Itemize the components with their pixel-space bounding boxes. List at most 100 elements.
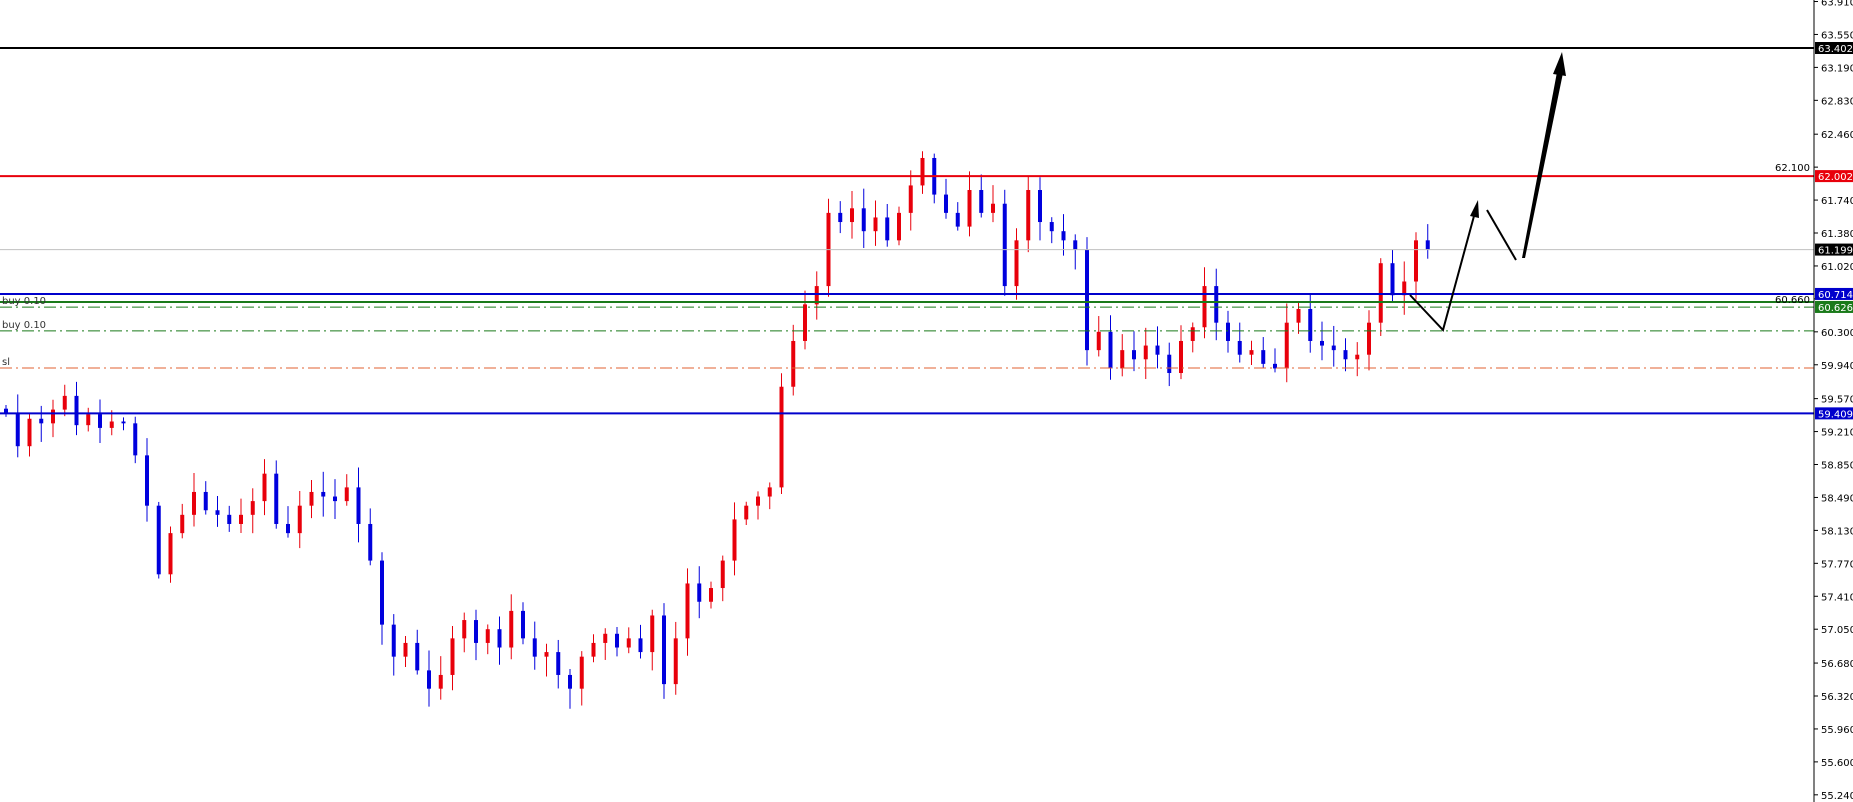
candle-body	[521, 610, 525, 639]
price-tag	[1815, 42, 1853, 54]
candle-body	[156, 505, 161, 575]
order-label: buy 0.10	[2, 296, 46, 307]
candle-body	[274, 473, 279, 524]
price-tag-label: 63.402	[1818, 44, 1853, 55]
axis-tick-label: 55.960	[1821, 725, 1853, 736]
candle-body	[709, 588, 713, 602]
order-lines: buy 0.10 buy 0.10 sl	[0, 296, 1814, 369]
arrow-head-1	[1470, 200, 1479, 218]
candle-body	[850, 208, 854, 223]
candle-body	[1378, 263, 1383, 323]
candle-body	[391, 624, 396, 657]
candle-body	[732, 519, 737, 561]
candle-body	[98, 414, 102, 428]
axis-tick-label: 59.210	[1821, 428, 1853, 439]
axis-tick-label: 55.240	[1821, 791, 1853, 802]
candle-body	[86, 414, 91, 426]
candle-body	[27, 418, 32, 447]
candle-body	[556, 652, 561, 675]
candle-body	[1273, 363, 1277, 369]
candle-body	[1355, 354, 1360, 360]
candle-body	[532, 638, 537, 657]
candle-body	[767, 487, 772, 497]
candle-body	[51, 409, 55, 424]
candle-body	[1226, 322, 1230, 341]
candle-body	[262, 473, 267, 502]
candle-body	[474, 620, 478, 643]
candle-body	[814, 286, 819, 305]
candle-body	[897, 212, 901, 241]
candle-body	[638, 638, 643, 653]
candle-body	[1120, 350, 1125, 369]
candle-body	[403, 642, 408, 657]
axis-tick-label: 63.550	[1821, 30, 1853, 41]
candle-body	[967, 190, 972, 227]
candle-body	[1143, 345, 1148, 360]
axis-tick-label: 55.600	[1821, 758, 1853, 769]
candle-body	[1390, 263, 1395, 296]
price-axis[interactable]: 63.910 63.550 63.190 62.830 62.460 62.100 61.7…	[1775, 0, 1853, 802]
axis-tick-label: 62.460	[1821, 130, 1853, 141]
candle-body	[1026, 190, 1031, 241]
axis-tick-label: 61.740	[1821, 196, 1853, 207]
price-tag-label: 62.002	[1818, 172, 1853, 183]
candle-body	[720, 560, 725, 589]
candle-body	[321, 491, 326, 497]
candle-body	[1237, 340, 1242, 355]
candle-body	[497, 629, 502, 648]
candle-body	[1014, 240, 1019, 287]
price-tag	[1815, 287, 1853, 300]
candle-body	[15, 413, 20, 447]
candle-body	[39, 418, 44, 424]
axis-tick-label: 57.050	[1821, 625, 1853, 636]
candle-body	[309, 491, 314, 506]
candle-body	[991, 203, 995, 213]
price-tag	[1815, 170, 1853, 183]
axis-tick-label: 56.680	[1821, 659, 1853, 670]
candle-body	[356, 487, 361, 524]
candle-body	[133, 423, 138, 456]
candle-body	[662, 615, 666, 685]
candle-body	[673, 638, 678, 685]
order-label: buy 0.10	[2, 320, 46, 331]
axis-tick-label: 58.130	[1821, 526, 1853, 537]
candle-body	[920, 157, 925, 186]
candle-body	[215, 510, 220, 515]
candle-body	[239, 514, 243, 524]
axis-tick-label: 59.940	[1821, 361, 1853, 372]
candle-body	[697, 583, 702, 602]
candle-body	[485, 629, 490, 643]
candle-body	[979, 190, 984, 213]
candle-body	[462, 620, 467, 639]
order-label: sl	[2, 357, 10, 368]
candle-body	[873, 217, 878, 232]
candle-body	[74, 395, 79, 426]
candle-body	[603, 633, 608, 643]
candle-body	[227, 514, 232, 524]
forecast-arrows	[1409, 52, 1566, 332]
candle-body	[368, 523, 373, 561]
axis-tick-label: 57.410	[1821, 592, 1853, 603]
candle-body	[1167, 354, 1172, 374]
axis-tick-label: 56.320	[1821, 692, 1853, 703]
candle-body	[1284, 322, 1289, 369]
axis-tick-label: 62.100	[1775, 163, 1810, 174]
candle-body	[109, 421, 114, 428]
price-tag-label: 60.626	[1818, 303, 1853, 314]
axis-tick-label: 63.910	[1821, 0, 1853, 9]
arrow-body-2	[1522, 72, 1563, 258]
axis-tick-label: 57.770	[1821, 559, 1853, 570]
candle-body	[1249, 350, 1254, 355]
candle-body	[450, 638, 455, 675]
candle-body	[427, 670, 431, 689]
candle-body	[591, 642, 596, 657]
candle-body	[1296, 308, 1301, 323]
candle-body	[1308, 308, 1313, 341]
candle-body	[344, 487, 349, 502]
candle-body	[650, 615, 655, 653]
candle-body	[779, 386, 784, 488]
candle-body	[803, 304, 807, 341]
candle-body	[1085, 249, 1089, 351]
forecast-path-1	[1409, 215, 1475, 332]
